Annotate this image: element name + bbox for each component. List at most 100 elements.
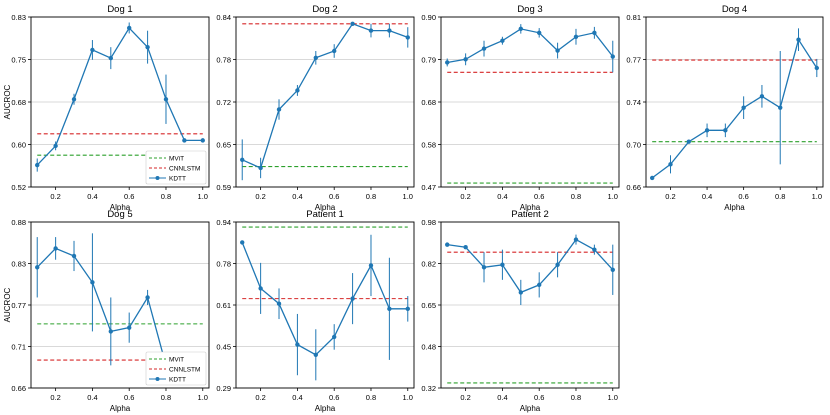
legend-label-cnnlstm: CNNLSTM <box>169 166 200 173</box>
kdtt-point <box>463 57 468 62</box>
y-tick-label: 0.88 <box>11 218 26 227</box>
y-tick-label: 0.78 <box>216 260 231 269</box>
x-tick-label: 0.2 <box>50 192 60 201</box>
kdtt-point <box>814 65 820 71</box>
kdtt-point <box>258 165 263 171</box>
kdtt-series-line <box>651 38 818 179</box>
chart-title: Dog 1 <box>107 4 132 15</box>
kdtt-point <box>313 55 319 60</box>
kdtt-point <box>778 105 783 110</box>
kdtt-point <box>686 139 691 144</box>
y-tick-label: 0.29 <box>216 384 231 393</box>
kdtt-point <box>368 28 374 33</box>
y-tick-label: 0.68 <box>421 98 436 107</box>
kdtt-point <box>368 263 374 268</box>
kdtt-point <box>108 329 114 334</box>
kdtt-point <box>592 247 597 252</box>
chart-panel-7: 0.32 0.48 0.65 0.82 0.98 0.2 0.4 0.6 0.8 1.0 Patie… <box>421 209 620 413</box>
y-tick-label: 0.77 <box>11 301 26 310</box>
kdtt-series-line <box>241 242 408 356</box>
x-tick-label: 0.4 <box>497 192 507 201</box>
kdtt-point <box>445 242 450 247</box>
kdtt-point <box>741 105 746 110</box>
kdtt-point <box>500 262 505 267</box>
kdtt-point <box>145 44 150 50</box>
kdtt-point <box>163 97 169 102</box>
chart-panel-4: 0.66 0.70 0.74 0.77 0.81 0.2 0.4 0.6 0.8 1.0 Dog 4… <box>626 4 824 212</box>
x-tick-label: 0.8 <box>571 393 581 402</box>
x-tick-label: 0.4 <box>702 192 712 201</box>
kdtt-point <box>723 128 728 133</box>
y-tick-label: 0.65 <box>421 301 436 310</box>
x-tick-label: 0.2 <box>50 393 60 402</box>
chart-title: Patient 1 <box>306 209 344 220</box>
x-tick-label: 0.2 <box>255 393 265 402</box>
kdtt-point <box>200 138 205 143</box>
x-tick-label: 0.6 <box>124 393 134 402</box>
y-tick-label: 0.61 <box>216 301 231 310</box>
legend-box <box>145 351 207 386</box>
kdtt-point <box>536 282 542 288</box>
x-tick-label: 0.8 <box>775 192 785 201</box>
y-tick-label: 0.47 <box>421 183 436 192</box>
y-tick-label: 0.82 <box>421 260 436 269</box>
plot-frame <box>30 221 210 389</box>
legend: MViT CNNLSTM KDTT <box>145 351 207 386</box>
kdtt-point <box>108 55 114 61</box>
kdtt-point <box>295 342 300 347</box>
x-tick-label: 0.4 <box>87 393 97 402</box>
kdtt-point <box>182 138 187 143</box>
kdtt-point <box>610 54 615 59</box>
legend-label-kdtt: KDTT <box>169 377 186 384</box>
kdtt-point <box>350 296 355 301</box>
chart-title: Dog 2 <box>312 4 337 15</box>
x-axis-label: Alpha <box>724 203 745 212</box>
y-tick-label: 0.83 <box>11 13 26 22</box>
y-axis-label: AUCROC <box>3 287 12 322</box>
x-tick-label: 1.0 <box>198 393 208 402</box>
x-tick-label: 0.4 <box>497 393 507 402</box>
y-tick-label: 0.70 <box>626 141 641 150</box>
legend-label-cnnlstm: CNNLSTM <box>169 367 200 374</box>
kdtt-point <box>555 262 560 267</box>
kdtt-point <box>350 21 355 26</box>
x-tick-label: 0.6 <box>124 192 134 201</box>
x-tick-label: 0.8 <box>366 192 376 201</box>
kdtt-point <box>240 240 245 245</box>
plot-frame <box>645 16 824 188</box>
y-tick-label: 0.90 <box>421 13 436 22</box>
x-tick-label: 0.2 <box>665 192 675 201</box>
kdtt-point <box>331 334 337 340</box>
x-axis-label: Alpha <box>110 203 131 212</box>
kdtt-point <box>573 237 579 242</box>
x-tick-label: 1.0 <box>403 192 413 201</box>
x-tick-label: 1.0 <box>403 393 413 402</box>
kdtt-point <box>518 26 524 32</box>
kdtt-point <box>240 157 245 162</box>
kdtt-point <box>276 301 282 306</box>
chart-panel-5: 0.66 0.71 0.77 0.83 0.88 0.2 0.4 0.6 0.8 1.0 Dog 5… <box>3 209 210 413</box>
x-tick-label: 0.6 <box>738 192 748 201</box>
y-tick-label: 0.32 <box>421 384 436 393</box>
x-tick-label: 0.8 <box>161 192 171 201</box>
kdtt-point <box>276 107 282 112</box>
x-axis-label: Alpha <box>315 404 336 413</box>
y-tick-label: 0.78 <box>216 56 231 65</box>
chart-panel-6: 0.29 0.45 0.61 0.78 0.94 0.2 0.4 0.6 0.8 1.0 Patie… <box>216 209 415 413</box>
x-tick-label: 0.8 <box>571 192 581 201</box>
chart-panel-1: 0.52 0.60 0.68 0.75 0.83 0.2 0.4 0.6 0.8 1.0 Dog 1… <box>3 4 210 212</box>
x-tick-label: 0.6 <box>329 393 339 402</box>
kdtt-point <box>796 37 801 42</box>
kdtt-point <box>405 306 410 312</box>
kdtt-point <box>295 88 300 93</box>
kdtt-point <box>71 253 77 259</box>
kdtt-point <box>500 38 505 43</box>
kdtt-point <box>573 34 579 39</box>
plot-frame <box>30 16 210 188</box>
y-tick-label: 0.45 <box>216 343 231 352</box>
y-tick-label: 0.60 <box>11 141 26 150</box>
y-tick-label: 0.59 <box>216 183 231 192</box>
y-tick-label: 0.52 <box>11 183 26 192</box>
x-tick-label: 0.4 <box>292 192 302 201</box>
